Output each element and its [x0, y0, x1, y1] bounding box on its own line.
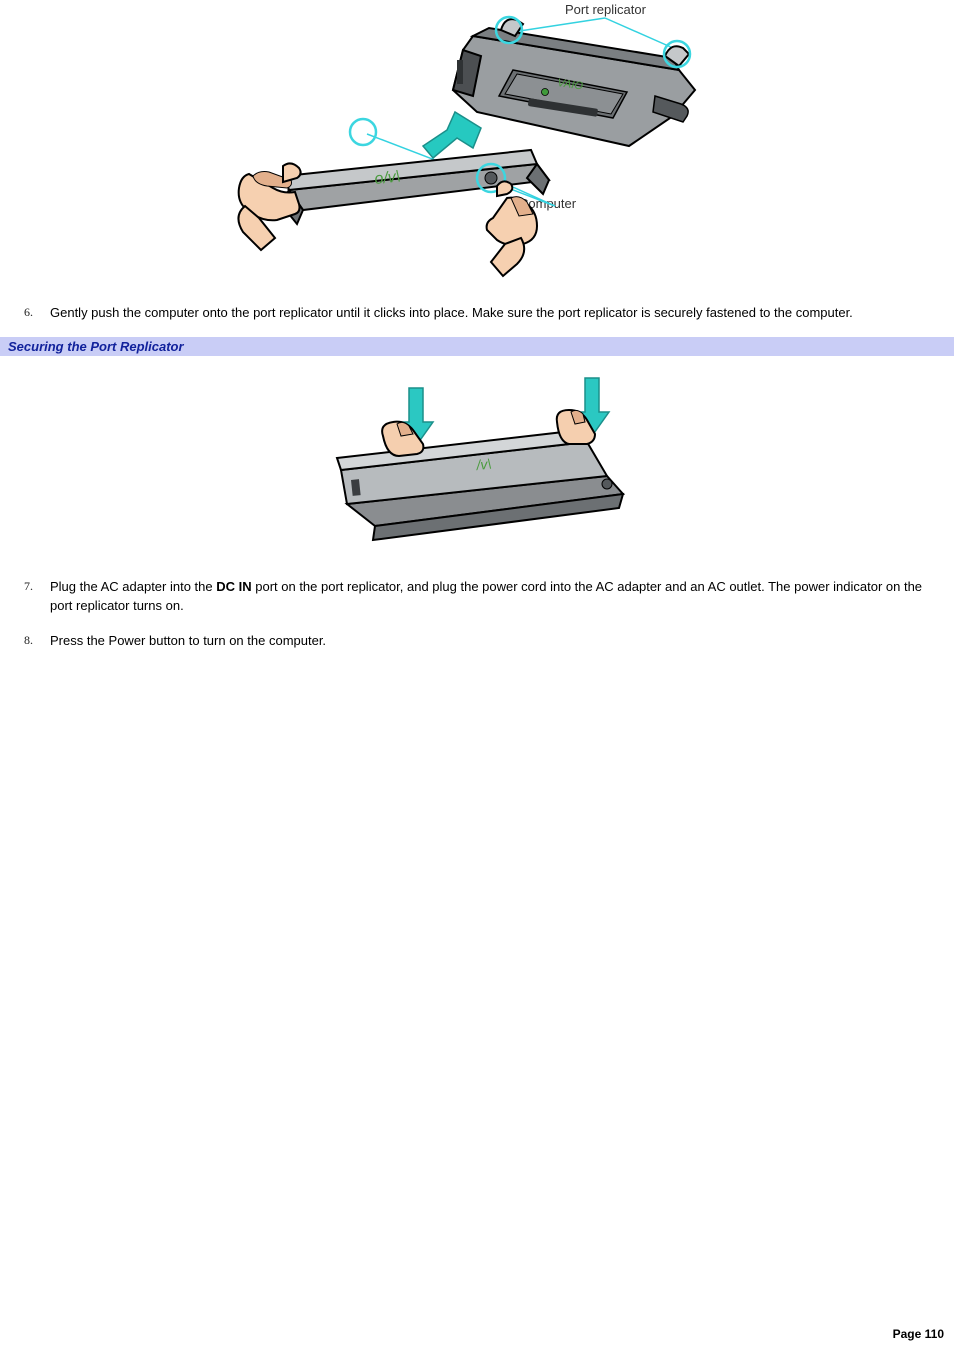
figure-2-area: /v\: [0, 364, 954, 564]
step-6: 6. Gently push the computer onto the por…: [0, 300, 954, 335]
figure-1: Port replicator Computer: [157, 0, 797, 300]
step-8-text: Press the Power button to turn on the co…: [50, 632, 938, 651]
page-footer: Page 110: [893, 1327, 944, 1341]
step-7-text: Plug the AC adapter into the DC IN port …: [50, 578, 938, 616]
step-7-bold: DC IN: [216, 579, 251, 594]
figure-1-area: Port replicator Computer: [0, 0, 954, 300]
steps-list-2: 7. Plug the AC adapter into the DC IN po…: [0, 574, 954, 663]
step-7-number: 7.: [24, 578, 50, 595]
svg-text:o/v\: o/v\: [374, 168, 401, 188]
step-8-number: 8.: [24, 632, 50, 649]
step-7-before: Plug the AC adapter into the: [50, 579, 216, 594]
step-7: 7. Plug the AC adapter into the DC IN po…: [0, 574, 954, 628]
step-6-number: 6.: [24, 304, 50, 321]
steps-list-1: 6. Gently push the computer onto the por…: [0, 300, 954, 335]
svg-text:/v\: /v\: [475, 455, 492, 473]
step-8: 8. Press the Power button to turn on the…: [0, 628, 954, 663]
figure-2-svg: /v\: [287, 364, 667, 564]
step-6-text: Gently push the computer onto the port r…: [50, 304, 938, 323]
figure-2: /v\: [287, 364, 667, 564]
section-heading: Securing the Port Replicator: [0, 337, 954, 356]
page: Port replicator Computer: [0, 0, 954, 1351]
footer-label: Page: [893, 1327, 922, 1341]
figure-1-svg: VAIO: [157, 0, 797, 300]
footer-number: 110: [925, 1327, 944, 1341]
